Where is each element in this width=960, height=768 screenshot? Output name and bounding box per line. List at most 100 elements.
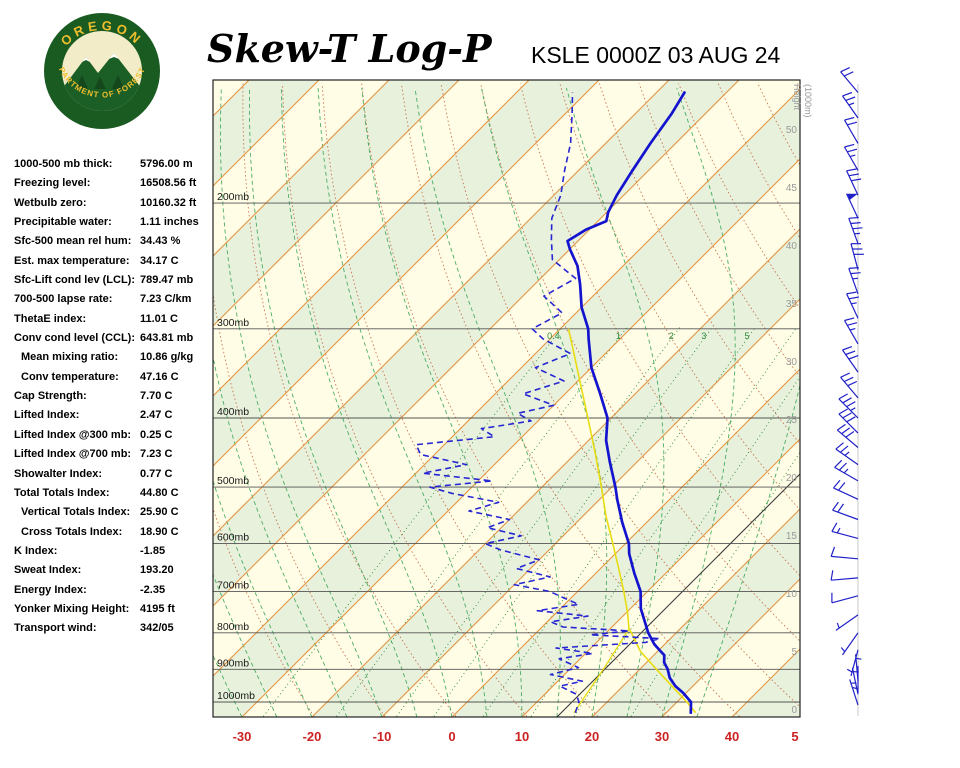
stat-value: 11.01 C xyxy=(140,312,178,325)
snowcap-icon xyxy=(82,57,90,62)
stat-label: Est. max temperature: xyxy=(14,254,130,267)
stat-label: Lifted Index @300 mb: xyxy=(14,428,132,441)
stat-value: 643.81 mb xyxy=(140,332,194,345)
stat-label: Mean mixing ratio: xyxy=(21,351,119,364)
stat-value: 1.11 inches xyxy=(140,216,199,229)
stat-row: Cap Strength: 7.70 C xyxy=(14,390,220,409)
height-axis-labels: 0 5 10 15 20 25 30 35 40 45 50 Height (1000m) xyxy=(786,84,813,716)
stat-value: 44.80 C xyxy=(140,486,179,499)
svg-text:10: 10 xyxy=(515,729,529,744)
stat-label: Showalter Index: xyxy=(14,467,103,480)
stat-row: Lifted Index @700 mb: 7.23 C xyxy=(14,448,220,467)
svg-text:200mb: 200mb xyxy=(217,191,249,203)
odf-logo-svg: OREGON DEPARTMENT OF FORESTRY xyxy=(39,4,160,129)
svg-text:45: 45 xyxy=(786,183,798,194)
svg-text:1000mb: 1000mb xyxy=(217,690,255,702)
stat-label: Cross Totals Index: xyxy=(21,525,123,538)
svg-text:40: 40 xyxy=(786,241,798,252)
stat-row: Precipitable water: 1.11 inches xyxy=(14,216,220,235)
stat-value: 0.77 C xyxy=(140,467,173,480)
temp-axis-labels: -30 -20 -10 0 10 20 30 40 5 xyxy=(233,729,799,744)
stat-label: K Index: xyxy=(14,544,58,557)
svg-text:50: 50 xyxy=(786,125,798,136)
stat-value: -2.35 xyxy=(140,583,166,596)
stat-row: Sfc-Lift cond lev (LCL): 789.47 mb xyxy=(14,274,220,293)
stat-row: Wetbulb zero: 10160.32 ft xyxy=(14,197,220,216)
svg-text:15: 15 xyxy=(786,531,798,542)
stat-value: 2.47 C xyxy=(140,409,173,422)
stat-value: 7.23 C xyxy=(140,448,173,461)
tree-icon xyxy=(94,77,106,89)
plot-area xyxy=(213,80,800,717)
stat-value: 10160.32 ft xyxy=(140,196,197,209)
svg-text:20: 20 xyxy=(786,473,798,484)
stat-row: K Index: -1.85 xyxy=(14,545,220,564)
stat-label: Energy Index: xyxy=(14,583,87,596)
stat-row: Conv temperature: 47.16 C xyxy=(14,371,220,390)
stat-row: Sfc-500 mean rel hum: 34.43 % xyxy=(14,235,220,254)
stat-row: 700-500 lapse rate: 7.23 C/km xyxy=(14,293,220,312)
svg-text:40: 40 xyxy=(725,729,739,744)
isotherms xyxy=(213,80,800,717)
stat-label: Sfc-500 mean rel hum: xyxy=(14,235,132,248)
svg-text:0.4: 0.4 xyxy=(547,331,560,341)
stat-row: Est. max temperature: 34.17 C xyxy=(14,255,220,274)
stat-label: Lifted Index: xyxy=(14,409,80,422)
stat-row: Lifted Index: 2.47 C xyxy=(14,409,220,428)
pressure-labels: 200mb 300mb 400mb 500mb 600mb 700mb 800mb 900mb… xyxy=(217,191,255,702)
stat-row: Freezing level: 16508.56 ft xyxy=(14,177,220,196)
dry-adiabats xyxy=(213,83,800,717)
stat-value: 0.25 C xyxy=(140,428,173,441)
plot-border xyxy=(212,79,801,718)
stat-label: Precipitable water: xyxy=(14,216,112,229)
svg-text:Height: Height xyxy=(792,84,802,111)
stat-label: Cap Strength: xyxy=(14,390,87,403)
stat-label: Conv temperature: xyxy=(21,370,119,383)
stat-value: 18.90 C xyxy=(140,525,179,538)
stat-value: 47.16 C xyxy=(140,370,179,383)
stat-row: Mean mixing ratio: 10.86 g/kg xyxy=(14,351,220,370)
odf-logo: OREGON DEPARTMENT OF FORESTRY xyxy=(39,4,162,134)
svg-text:25: 25 xyxy=(786,415,798,426)
tree-icon xyxy=(112,75,124,89)
stat-row: 1000-500 mb thick: 5796.00 m xyxy=(14,158,220,177)
stat-value: 193.20 xyxy=(140,564,174,577)
svg-text:-30: -30 xyxy=(233,729,252,744)
svg-text:400mb: 400mb xyxy=(217,406,249,418)
svg-text:800mb: 800mb xyxy=(217,621,249,633)
svg-text:10: 10 xyxy=(786,589,798,600)
svg-text:30: 30 xyxy=(786,357,798,368)
stat-value: 25.90 C xyxy=(140,506,179,519)
moist-adiabats xyxy=(213,87,800,717)
svg-text:(1000m): (1000m) xyxy=(803,84,813,118)
svg-text:0: 0 xyxy=(791,705,797,716)
stat-row: Lifted Index @300 mb: 0.25 C xyxy=(14,429,220,448)
svg-text:-20: -20 xyxy=(303,729,322,744)
stat-label: Sweat Index: xyxy=(14,564,82,577)
svg-text:700mb: 700mb xyxy=(217,579,249,591)
svg-text:5: 5 xyxy=(744,331,749,341)
svg-text:900mb: 900mb xyxy=(217,657,249,669)
stat-value: 16508.56 ft xyxy=(140,177,197,190)
snowcap-icon xyxy=(109,53,119,59)
stats-panel: 1000-500 mb thick: 5796.00 m Freezing leve… xyxy=(14,158,220,642)
surface-mixing-line xyxy=(573,628,630,714)
stat-value: 342/05 xyxy=(140,622,174,635)
tree-icon xyxy=(76,75,88,89)
dewpoint-trace xyxy=(415,92,661,713)
stat-row: Showalter Index: 0.77 C xyxy=(14,468,220,487)
stat-value: 34.17 C xyxy=(140,254,179,267)
svg-text:2: 2 xyxy=(669,331,674,341)
stat-value: -1.85 xyxy=(140,544,166,557)
stat-label: Freezing level: xyxy=(14,177,91,190)
stat-label: Vertical Totals Index: xyxy=(21,506,131,519)
stat-label: Yonker Mixing Height: xyxy=(14,602,130,615)
stat-value: 7.70 C xyxy=(140,390,173,403)
stat-row: Vertical Totals Index: 25.90 C xyxy=(14,506,220,525)
svg-text:5: 5 xyxy=(791,647,797,658)
mixing-ratio-lines xyxy=(262,326,800,717)
svg-text:0: 0 xyxy=(448,729,455,744)
svg-text:30: 30 xyxy=(655,729,669,744)
